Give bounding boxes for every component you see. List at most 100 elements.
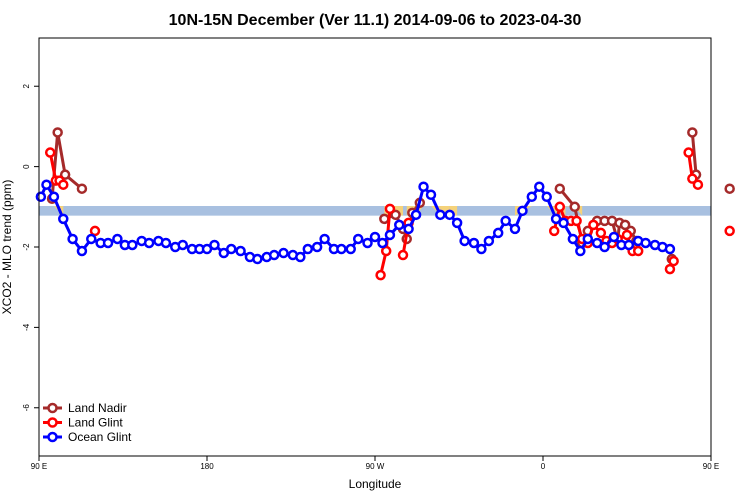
x-tick-label: 90 W [366,462,385,471]
data-point [345,243,356,255]
data-point [664,263,676,275]
legend-swatch-marker [47,431,58,443]
data-point [425,189,437,200]
data-point [608,231,620,243]
data-point [377,237,388,249]
y-tick-label: -6 [22,404,31,412]
legend-item: Land Nadir [43,401,127,415]
data-point [403,223,414,235]
data-point [595,227,607,239]
series-line [50,132,83,199]
data-point [640,237,651,249]
data-point [209,239,220,251]
y-tick-label: -4 [22,323,31,331]
data-point [451,217,463,229]
data-point [380,245,392,257]
data-point [517,205,528,217]
data-point [86,233,97,245]
series-line [690,132,698,175]
data-point [58,179,69,190]
legend-label: Land Nadir [68,401,127,415]
data-point [410,209,422,221]
series-layer [35,127,735,281]
data-point [444,209,455,221]
data-point [569,201,580,213]
legend-swatch-marker [47,402,58,414]
data-point [541,191,552,203]
data-point [468,237,480,249]
y-tick-label: 2 [22,83,31,88]
y-tick-label: -2 [22,243,31,251]
x-tick-label: 180 [200,462,214,471]
data-point [599,241,610,253]
data-point [554,201,566,213]
data-point [567,233,579,245]
y-axis-label: XCO2 - MLO trend (ppm) [0,180,14,315]
data-point [664,243,676,255]
data-point [67,233,78,245]
data-point [483,235,495,247]
x-axis-label: Longitude [349,477,402,491]
data-point [35,191,47,203]
data-point [302,243,314,255]
data-point [268,249,280,261]
data-point [218,247,230,259]
data-point [52,127,63,138]
data-point [384,229,396,241]
data-point [509,223,521,235]
data-point [548,225,560,237]
data-point [459,235,470,247]
data-point [683,147,694,158]
data-point [278,247,289,259]
data-point [336,243,347,255]
legend-item: Land Glint [43,416,123,430]
data-point [632,245,644,257]
x-tick-label: 90 E [31,462,47,471]
x-tick-label: 90 E [703,462,719,471]
data-point [89,225,101,237]
data-point [59,169,71,180]
data-point [319,233,330,245]
data-point [476,243,487,255]
data-point [201,243,213,255]
y-axis: -6 -4 -2 0 2 [22,83,39,411]
data-point [724,225,735,237]
data-point [418,181,429,192]
data-point [534,181,545,192]
data-point [352,233,364,245]
data-point [379,213,390,225]
data-point [226,243,237,255]
y-tick-label: 0 [22,164,31,169]
data-point [362,237,373,249]
data-point [588,219,599,231]
data-point [48,191,60,203]
reference-band-rect [39,206,711,216]
data-point [526,191,538,203]
data-point [394,219,405,231]
data-point [724,183,735,194]
reference-band [39,206,711,216]
data-point [692,179,704,190]
data-point [558,217,569,229]
data-point [127,239,138,251]
data-point [668,255,679,267]
data-point [397,249,409,261]
data-point [435,209,446,221]
data-point [619,219,631,231]
data-point [143,237,155,249]
series-ocean-glint [35,179,676,265]
data-point [252,253,263,265]
data-point [390,209,401,221]
data-point [571,215,582,227]
legend-swatch-marker [47,417,58,428]
legend-label: Ocean Glint [68,430,132,444]
data-point [44,147,56,158]
shade-patch [53,206,64,216]
legend-label: Land Glint [68,416,123,430]
data-point [554,183,566,194]
data-point [76,183,88,194]
data-point [41,179,52,190]
x-tick-label: 0 [541,462,546,471]
